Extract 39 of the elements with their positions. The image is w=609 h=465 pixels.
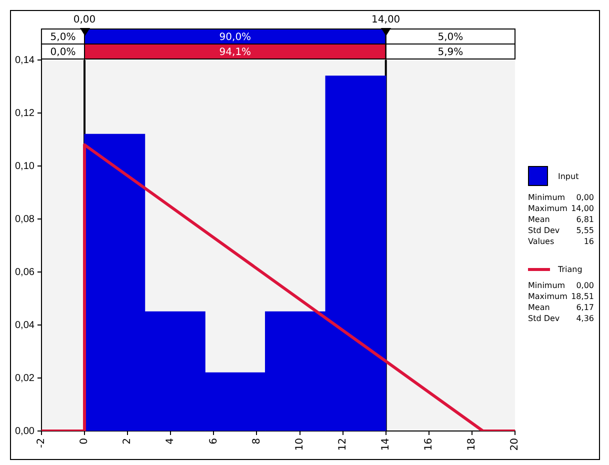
y-tick-label: 0,10 [14,160,35,172]
x-tick-label: 4 [165,438,176,444]
text: Mean 6,17 [528,303,594,312]
text: 0,0% [50,47,76,58]
text: 90,0% [219,32,252,44]
y-tick-label: 0,12 [14,108,35,119]
text: Minimum 0,00 [528,281,594,290]
y-tick-label: 0,14 [14,54,35,66]
text: Maximum 14,00 [528,203,594,214]
text: 5,0% [438,32,464,44]
text: 5,9% [438,47,464,58]
text: Std Dev 5,55 [528,226,594,235]
ref-line-label: 14,00 [372,14,400,26]
x-tick-label: 10 [294,438,306,451]
y-tick-label: 0,00 [14,426,35,437]
text: Maximum 18,51 [528,291,594,302]
x-tick-label: 12 [337,438,348,451]
x-tick-label: 0 [79,438,90,444]
text: Values 16 [528,237,594,246]
y-tick-label: 0,04 [14,320,35,331]
ref-line-label: 0,00 [73,14,96,26]
x-tick-label: 18 [466,438,478,451]
x-tick-label: 6 [208,438,220,444]
legend-label: Triang [558,265,582,274]
text: Input [558,172,579,180]
text: Minimum 0,00 [528,193,594,202]
text: 5,0% [50,32,76,44]
x-tick-label: 8 [251,438,262,444]
y-tick-label: 0,08 [14,214,35,225]
x-tick-label: 14 [380,438,392,451]
x-tick-label: 20 [510,438,521,451]
y-tick-label: 0,06 [14,266,35,278]
x-tick-label: 2 [122,438,134,444]
text: Std Dev 4,36 [528,314,594,323]
text: 94,1% [219,47,252,58]
text: Mean 6,81 [528,215,594,224]
x-tick-label: -2 [36,438,48,448]
y-tick-label: 0,02 [14,372,35,384]
x-tick-label: 16 [423,438,434,451]
